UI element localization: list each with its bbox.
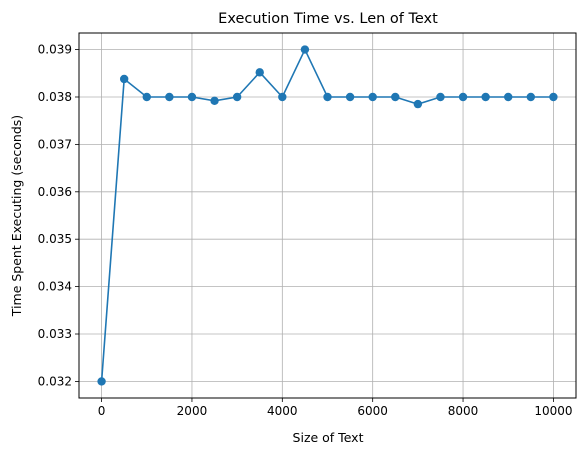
y-tick-label: 0.036 xyxy=(38,185,72,199)
data-point xyxy=(526,92,536,102)
y-tick-label: 0.038 xyxy=(38,90,72,104)
y-tick-label: 0.034 xyxy=(38,280,72,294)
data-point xyxy=(142,92,151,102)
data-point xyxy=(391,92,400,102)
data-point xyxy=(413,99,423,109)
x-tick-label: 2000 xyxy=(177,404,208,418)
y-tick-label: 0.032 xyxy=(38,374,72,388)
series-execution-time xyxy=(97,45,558,386)
x-tick-label: 4000 xyxy=(267,404,298,418)
data-point xyxy=(323,92,332,102)
data-point xyxy=(278,92,287,102)
y-axis-label: Time Spent Executing (seconds) xyxy=(9,115,24,317)
data-point xyxy=(300,45,310,54)
plot-frame xyxy=(78,32,577,399)
data-point xyxy=(549,92,558,102)
chart-title: Execution Time vs. Len of Text xyxy=(218,11,438,27)
x-tick-label: 6000 xyxy=(357,404,388,418)
data-point xyxy=(504,92,513,102)
y-tick-label: 0.039 xyxy=(38,43,72,57)
data-point xyxy=(165,92,174,102)
data-point xyxy=(436,92,445,102)
grid xyxy=(79,33,576,398)
data-point xyxy=(458,92,468,102)
data-point xyxy=(119,74,129,84)
data-point xyxy=(97,377,106,386)
data-point xyxy=(345,92,355,102)
x-tick-label: 10000 xyxy=(534,404,572,418)
data-point xyxy=(255,68,264,77)
y-tick-label: 0.033 xyxy=(38,327,72,341)
data-point xyxy=(187,92,197,102)
x-axis-label: Size of Text xyxy=(293,430,364,445)
data-point xyxy=(368,92,377,102)
y-tick-label: 0.035 xyxy=(38,232,72,246)
y-tick-label: 0.037 xyxy=(38,137,72,151)
x-tick-label: 8000 xyxy=(448,404,479,418)
data-point xyxy=(210,96,219,105)
y-axis: 0.032 0.033 0.034 0.035 0.036 0.037 0.038 0.039 xyxy=(38,43,79,388)
data-point xyxy=(232,92,242,102)
x-axis: 0 2000 4000 6000 8000 10000 xyxy=(98,398,573,418)
x-tick-label: 0 xyxy=(98,404,106,418)
data-point xyxy=(481,92,490,102)
